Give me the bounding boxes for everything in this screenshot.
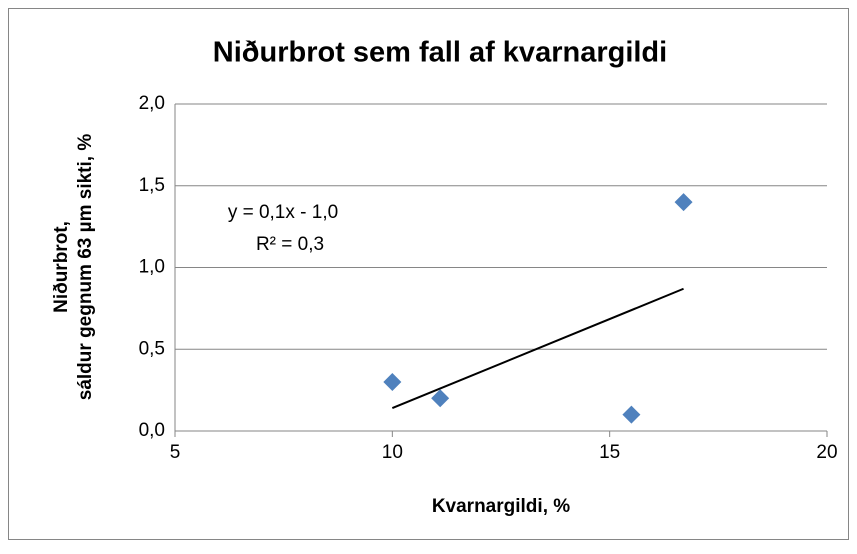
- trend-r2: R² = 0,3: [256, 234, 324, 255]
- y-axis-label-line: sáldur gegnum 63 µm sikti, %: [75, 134, 96, 401]
- point: [674, 193, 693, 212]
- trendline: [391, 287, 684, 410]
- y-tick-label: 0,5: [139, 338, 165, 359]
- point: [383, 372, 402, 391]
- x-tick-label: 15: [599, 442, 620, 463]
- y-axis-label: Niðurbrot, sáldur gegnum 63 µm sikti, %: [51, 134, 96, 401]
- x-axis-label: Kvarnargildi, %: [432, 496, 570, 517]
- chart-border: [8, 8, 849, 540]
- chart-title: Niðurbrot sem fall af kvarnargildi: [213, 37, 667, 69]
- y-tick-label: 1,5: [139, 175, 165, 196]
- y-tick-label: 0,0: [139, 420, 165, 441]
- x-tick-label: 10: [382, 442, 403, 463]
- y-tick-label: 1,0: [139, 257, 165, 278]
- y-axis-label-line: Niðurbrot,: [51, 221, 72, 313]
- x-tick-label: 5: [170, 442, 181, 463]
- point: [431, 389, 450, 408]
- y-tick-label: 2,0: [139, 93, 165, 114]
- x-tick-label: 20: [816, 442, 837, 463]
- point: [622, 405, 641, 424]
- trend-equation: y = 0,1x - 1,0: [228, 202, 338, 223]
